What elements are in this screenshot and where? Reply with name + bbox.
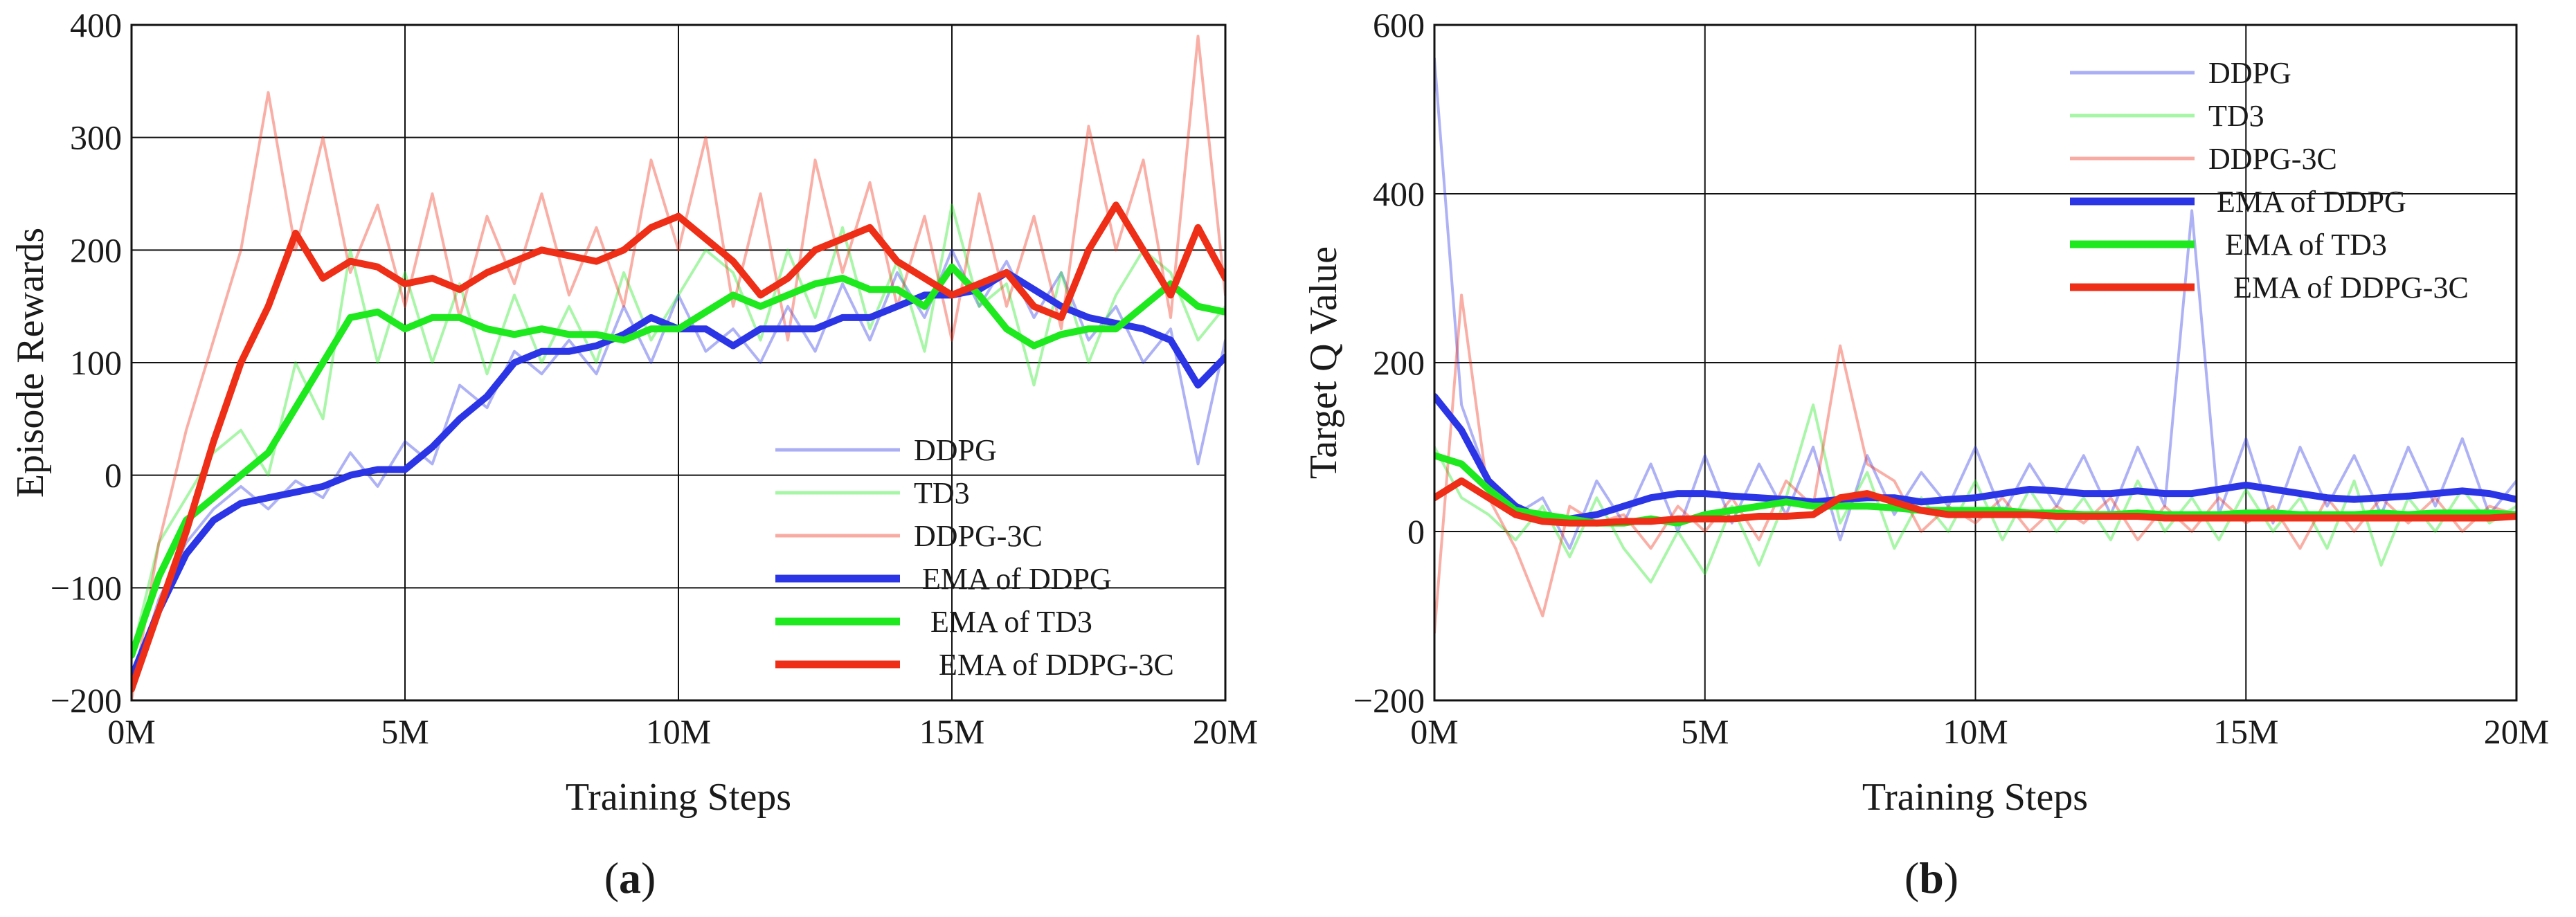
chart-a: 0M 5M 10M 15M 20M −200 −100 0 100 200 300 400 Train…	[9, 6, 1258, 902]
y-tick-label: 200	[1373, 343, 1425, 382]
legend-label: EMA of DDPG	[922, 562, 1112, 596]
legend-label: DDPG	[914, 433, 997, 467]
series-line-ddpg-3c	[1434, 293, 2516, 635]
legend-label: TD3	[914, 476, 970, 510]
panel-label-b: (b)	[1904, 853, 1958, 902]
panel-label-a: (a)	[604, 853, 656, 902]
series-b	[1434, 57, 2516, 635]
plot-frame-a	[130, 24, 1227, 702]
y-tick-label: 0	[105, 456, 122, 495]
x-axis-label-a: Training Steps	[566, 776, 791, 819]
series-line-ddpg	[132, 248, 1225, 691]
legend-label: DDPG-3C	[2208, 142, 2337, 176]
y-tick-label: 0	[1407, 512, 1425, 551]
y-tick-label: 600	[1373, 6, 1425, 44]
x-tick-label: 5M	[1681, 712, 1729, 751]
legend-label: EMA of DDPG-3C	[939, 648, 1174, 682]
x-tick-label: 20M	[2484, 712, 2549, 751]
y-tick-label: 100	[70, 343, 122, 382]
y-tick-label: −200	[51, 681, 122, 720]
legend-label: TD3	[2208, 99, 2264, 133]
y-tick-label: 200	[70, 230, 122, 269]
x-tick-label: 10M	[646, 712, 711, 751]
x-tick-label: 0M	[107, 712, 155, 751]
y-axis-label-a: Episode Rewards	[9, 228, 52, 498]
chart-b: 0M 5M 10M 15M 20M −200 0 200 400 600 Training Ste…	[1302, 6, 2549, 902]
x-axis-label-b: Training Steps	[1862, 776, 2088, 819]
y-tick-label: −100	[51, 568, 122, 607]
series-a	[132, 35, 1225, 700]
legend-label: DDPG	[2208, 56, 2291, 90]
x-tick-label: 20M	[1193, 712, 1258, 751]
series-line-ema-of-ddpg-3c	[132, 201, 1225, 693]
y-tick-label: 400	[70, 6, 122, 44]
series-line-td3	[132, 203, 1225, 657]
x-tick-label: 15M	[2213, 712, 2278, 751]
x-tick-label: 15M	[919, 712, 984, 751]
plot-frame-b	[1433, 24, 2518, 702]
x-tick-label: 10M	[1943, 712, 2008, 751]
y-tick-label: −200	[1353, 681, 1425, 720]
legend-a: DDPG TD3 DDPG-3C EMA of DDPG EMA of TD3 EMA o…	[775, 433, 1174, 682]
legend-label: EMA of TD3	[2225, 228, 2387, 262]
series-line-ddpg-3c	[132, 35, 1225, 700]
legend-b: DDPG TD3 DDPG-3C EMA of DDPG EMA of TD3 EMA o…	[2070, 56, 2469, 305]
x-tick-label: 5M	[381, 712, 429, 751]
y-tick-label: 400	[1373, 174, 1425, 213]
legend-label: EMA of DDPG	[2217, 185, 2406, 219]
series-line-ema-of-ddpg	[1434, 392, 2516, 523]
y-tick-label: 300	[70, 118, 122, 157]
x-tick-label: 0M	[1410, 712, 1458, 751]
grid-a	[131, 24, 1226, 701]
ticks-a: 0M 5M 10M 15M 20M −200 −100 0 100 200 300 400	[51, 6, 1258, 751]
y-axis-label-b: Target Q Value	[1302, 246, 1345, 479]
legend-label: DDPG-3C	[914, 519, 1043, 553]
series-line-td3	[1434, 403, 2516, 584]
legend-label: EMA of DDPG-3C	[2233, 271, 2469, 305]
legend-label: EMA of TD3	[930, 605, 1092, 639]
series-line-ema-of-ddpg-3c	[1434, 477, 2516, 527]
series-line-ema-of-td3	[132, 263, 1225, 659]
ticks-b: 0M 5M 10M 15M 20M −200 0 200 400 600	[1353, 6, 2549, 751]
